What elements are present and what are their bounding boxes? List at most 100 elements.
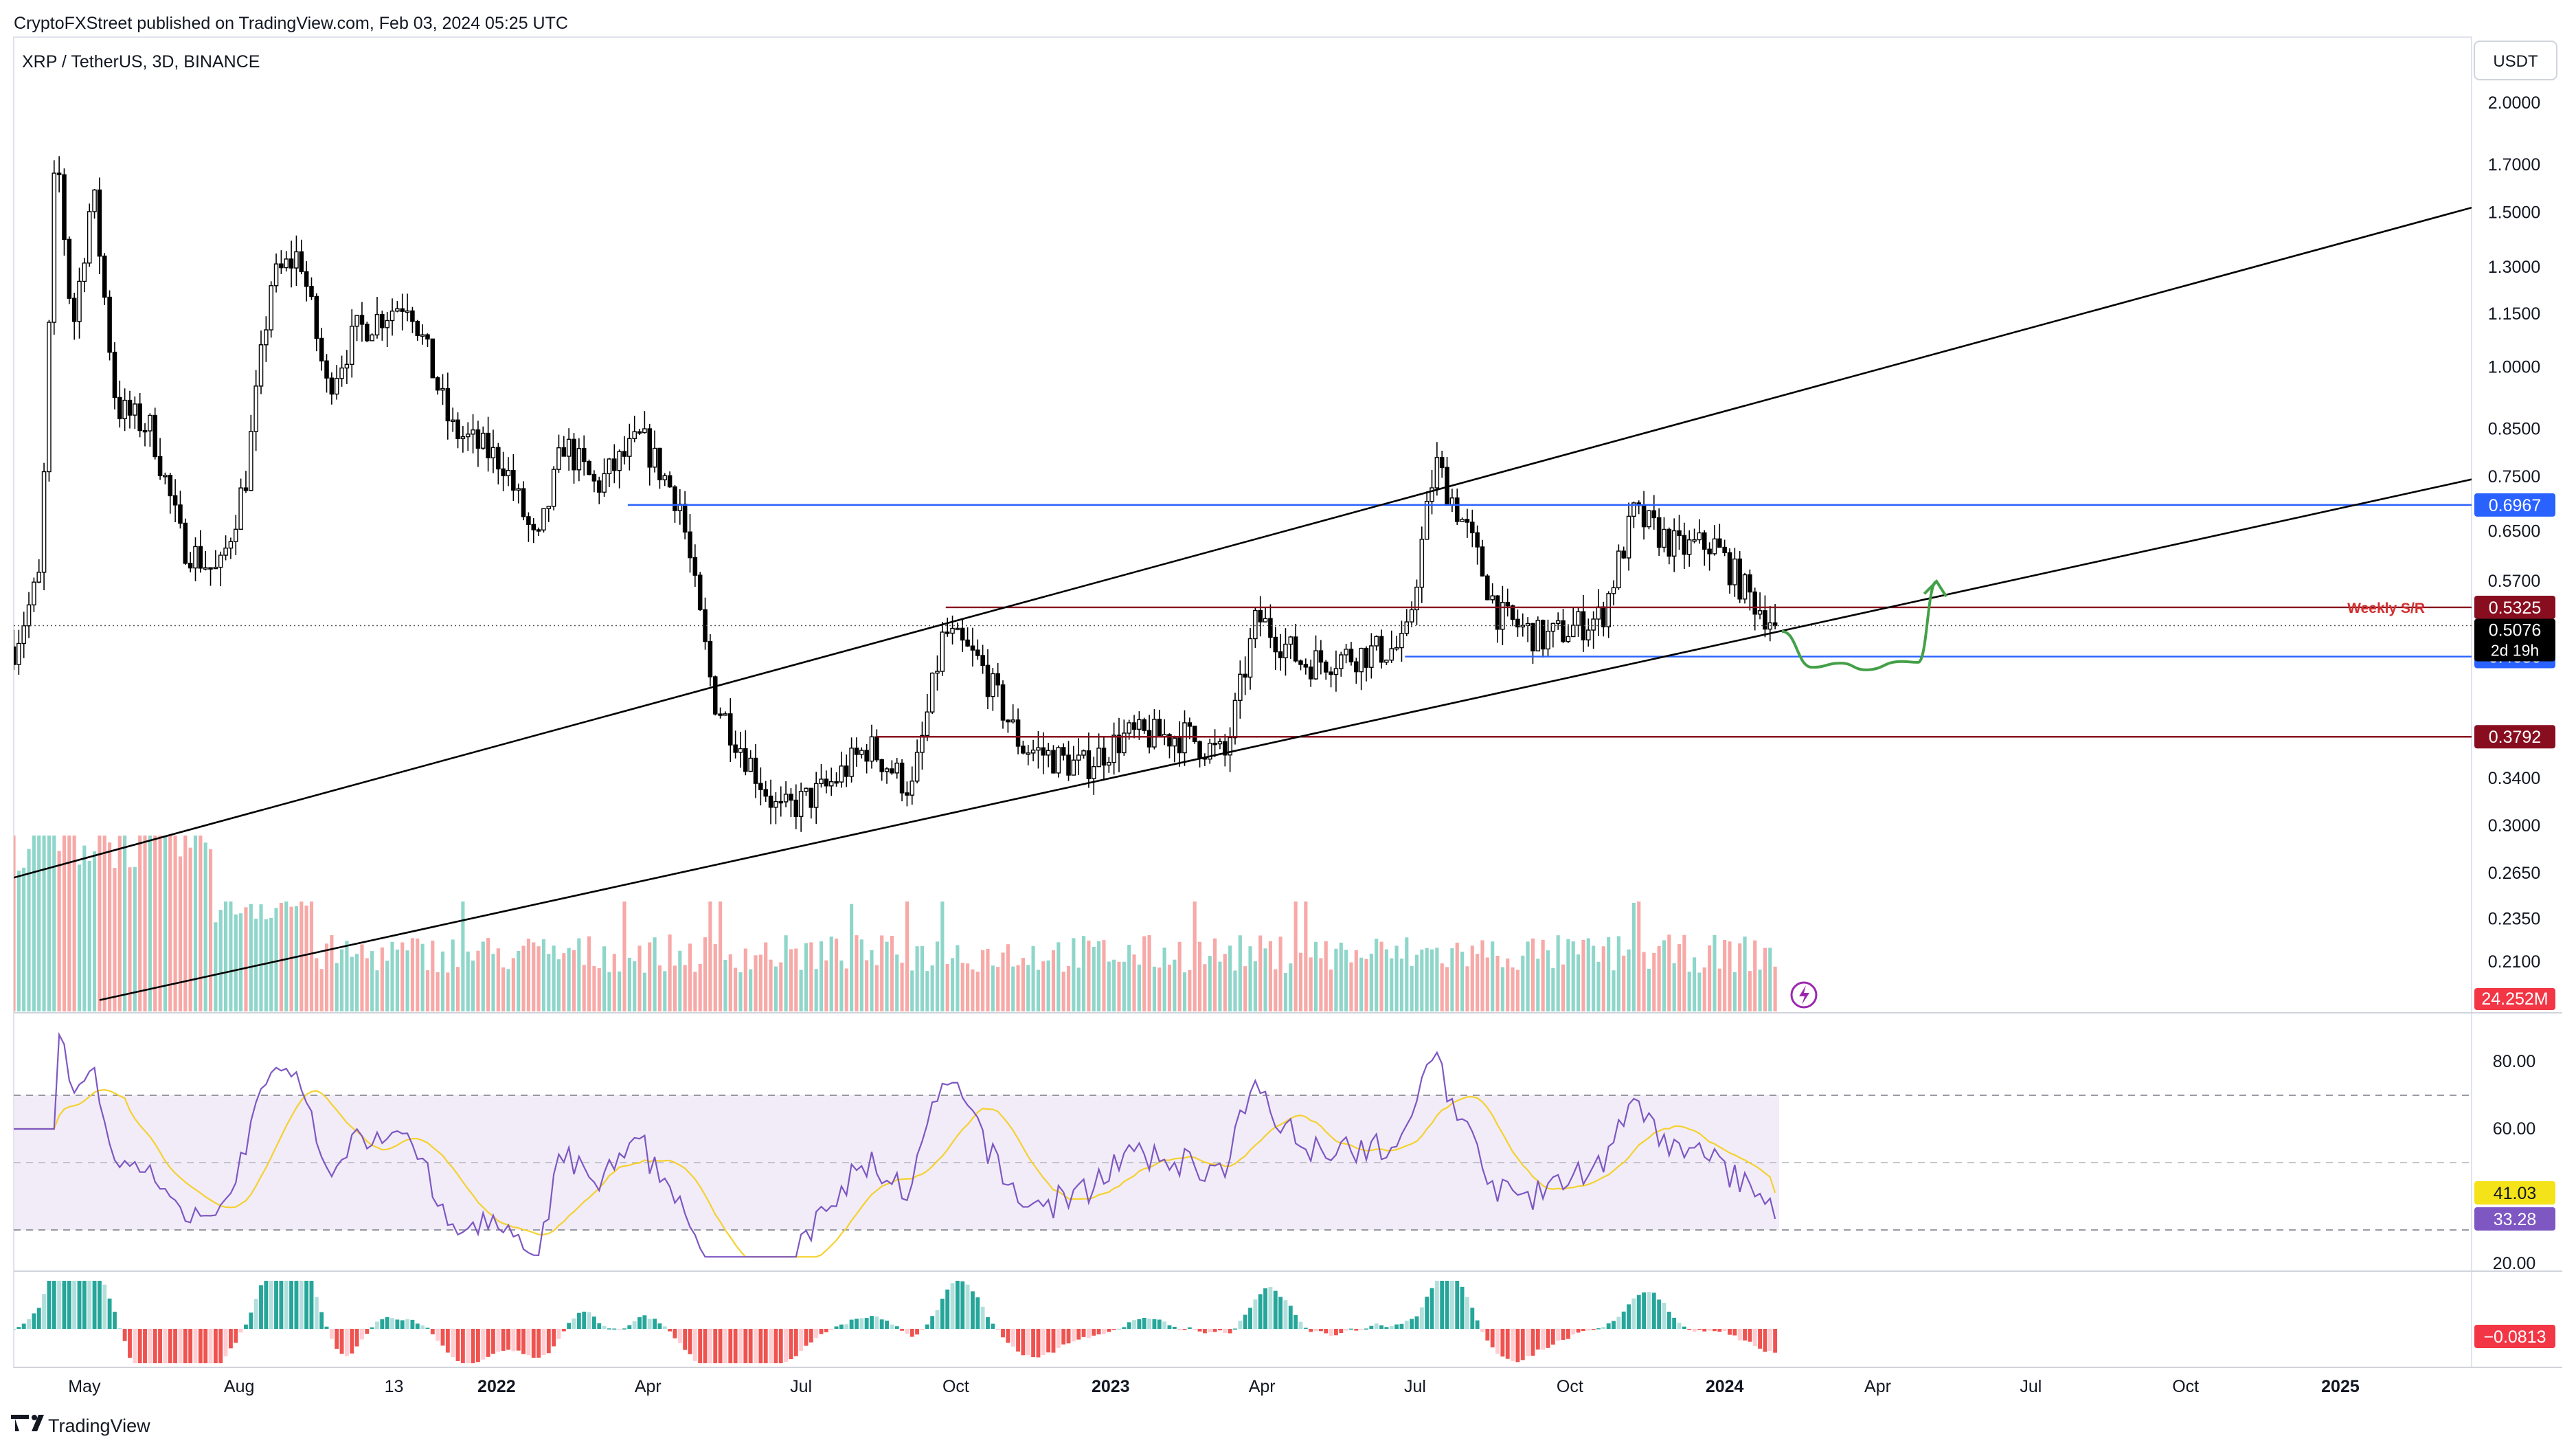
candle-body — [1656, 517, 1662, 548]
candle-body — [354, 315, 359, 327]
candle-body — [1500, 602, 1505, 630]
volume-bar — [1057, 942, 1061, 1011]
volume-bar — [1647, 968, 1651, 1011]
macd-bar — [657, 1323, 662, 1329]
macd-bar — [299, 1281, 304, 1329]
candle-body — [148, 414, 152, 432]
volume-bar — [1713, 934, 1717, 1011]
candle-body — [1550, 623, 1556, 632]
candle-body — [516, 488, 521, 491]
candle-body — [249, 431, 253, 491]
macd-bar — [1031, 1329, 1036, 1358]
volume-bar — [1768, 948, 1772, 1011]
candle-body — [1707, 548, 1712, 555]
price-tick: 1.3000 — [2488, 258, 2540, 277]
candle-body — [349, 326, 354, 365]
price-tick: 0.3000 — [2488, 816, 2540, 836]
candle-body — [828, 781, 834, 787]
candle-body — [1535, 620, 1541, 651]
candle-body — [284, 258, 289, 269]
volume-bar — [809, 942, 813, 1011]
macd-bar — [526, 1329, 531, 1356]
macd-bar — [677, 1329, 682, 1343]
lightning-icon[interactable] — [1790, 981, 1818, 1009]
macd-bar — [289, 1281, 294, 1329]
macd-bar — [1394, 1324, 1399, 1329]
macd-bar — [1001, 1329, 1005, 1338]
volume-bar — [335, 963, 339, 1011]
volume-bar — [1274, 969, 1278, 1011]
volume-bar — [547, 954, 551, 1011]
volume-bar — [123, 836, 127, 1011]
candle-body — [1470, 522, 1475, 534]
macd-bar — [198, 1329, 203, 1363]
volume-bar — [14, 836, 16, 1011]
candle-body — [1273, 636, 1278, 653]
macd-bar — [1561, 1329, 1566, 1341]
current-price-tag: 0.5076 — [2489, 620, 2541, 640]
volume-bar — [653, 937, 657, 1011]
macd-bar — [728, 1329, 733, 1363]
volume-bar — [784, 935, 788, 1011]
volume-bar — [339, 949, 344, 1011]
time-tick: Oct — [1557, 1377, 1583, 1396]
candle-body — [1757, 610, 1763, 615]
volume-bar — [738, 972, 743, 1011]
macd-bar — [1526, 1329, 1530, 1356]
macd-bar — [1667, 1312, 1671, 1329]
volume-bar — [1177, 941, 1182, 1011]
macd-bar — [506, 1329, 510, 1350]
volume-bar — [375, 970, 379, 1011]
price-tick: 0.3400 — [2488, 769, 2540, 788]
macd-bar — [1601, 1327, 1606, 1329]
volume-bar — [214, 922, 218, 1011]
macd-bar — [925, 1324, 929, 1329]
macd-bar — [395, 1319, 400, 1329]
macd-bar — [1651, 1292, 1656, 1329]
volume-bar — [446, 972, 450, 1011]
candle-body — [1293, 636, 1298, 662]
macd-bar — [754, 1329, 758, 1363]
macd-bar — [1066, 1329, 1071, 1344]
volume-bar — [57, 851, 61, 1011]
macd-bar — [1697, 1329, 1702, 1330]
macd-bar — [1056, 1329, 1061, 1348]
macd-bar — [591, 1317, 596, 1329]
candle-body — [157, 456, 163, 476]
volume-bar — [1586, 938, 1590, 1011]
rsi-ma-line — [14, 1089, 1776, 1258]
volume-bar — [1182, 972, 1187, 1011]
symbol-title: XRP / TetherUS, 3D, BINANCE — [22, 52, 260, 71]
macd-bar — [1369, 1325, 1374, 1329]
volume-bar — [895, 954, 899, 1011]
candle-body — [405, 310, 410, 313]
candle-body — [1026, 752, 1031, 755]
macd-bar — [1682, 1326, 1686, 1329]
macd-bar — [415, 1323, 420, 1329]
price-tick: 0.6500 — [2488, 522, 2540, 541]
macd-bar — [955, 1281, 960, 1329]
currency-button[interactable] — [2474, 41, 2557, 80]
candle-body — [975, 649, 980, 656]
macd-bar — [1460, 1286, 1465, 1329]
candle-body — [859, 750, 864, 755]
macd-bar — [1535, 1329, 1540, 1350]
candle-body — [556, 447, 561, 470]
volume-bar — [491, 954, 495, 1011]
macd-bar — [829, 1329, 834, 1330]
macd-bar — [1687, 1329, 1692, 1330]
volume-bar — [244, 907, 248, 1011]
volume-bar — [199, 836, 203, 1011]
candle-body — [107, 296, 112, 353]
volume-bar — [496, 948, 500, 1011]
macd-pane — [14, 1281, 1778, 1363]
candle-body — [1414, 586, 1419, 611]
macd-bar — [576, 1312, 581, 1329]
macd-bar — [1071, 1329, 1076, 1342]
macd-bar — [1541, 1329, 1546, 1350]
macd-bar — [1546, 1329, 1550, 1348]
candle-body — [1596, 606, 1601, 620]
candle-body — [41, 471, 47, 573]
volume-bar — [1637, 901, 1641, 1011]
volume-bar — [870, 950, 874, 1011]
